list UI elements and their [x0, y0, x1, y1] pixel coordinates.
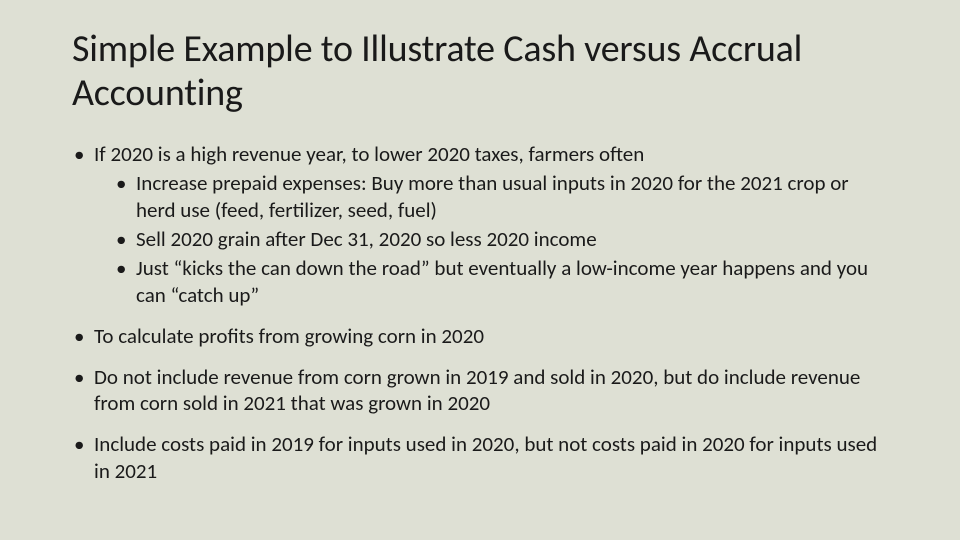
list-item: If 2020 is a high revenue year, to lower…	[72, 141, 888, 308]
bullet-text: Include costs paid in 2019 for inputs us…	[94, 431, 877, 484]
bullet-text: Increase prepaid expenses: Buy more than…	[136, 170, 849, 223]
slide-title: Simple Example to Illustrate Cash versus…	[72, 28, 888, 115]
bullet-text: If 2020 is a high revenue year, to lower…	[94, 141, 644, 167]
list-item: To calculate profits from growing corn i…	[72, 323, 888, 350]
bullet-text: Do not include revenue from corn grown i…	[94, 364, 860, 417]
bullet-text: Sell 2020 grain after Dec 31, 2020 so le…	[136, 226, 597, 252]
list-item: Do not include revenue from corn grown i…	[72, 364, 888, 418]
bullet-text: Just “kicks the can down the road” but e…	[136, 255, 868, 308]
list-item: Sell 2020 grain after Dec 31, 2020 so le…	[94, 226, 888, 253]
bullet-text: To calculate profits from growing corn i…	[94, 323, 484, 349]
list-item: Increase prepaid expenses: Buy more than…	[94, 170, 888, 224]
sub-bullet-list: Increase prepaid expenses: Buy more than…	[94, 170, 888, 308]
list-item: Just “kicks the can down the road” but e…	[94, 255, 888, 309]
list-item: Include costs paid in 2019 for inputs us…	[72, 431, 888, 485]
bullet-list: If 2020 is a high revenue year, to lower…	[72, 141, 888, 485]
